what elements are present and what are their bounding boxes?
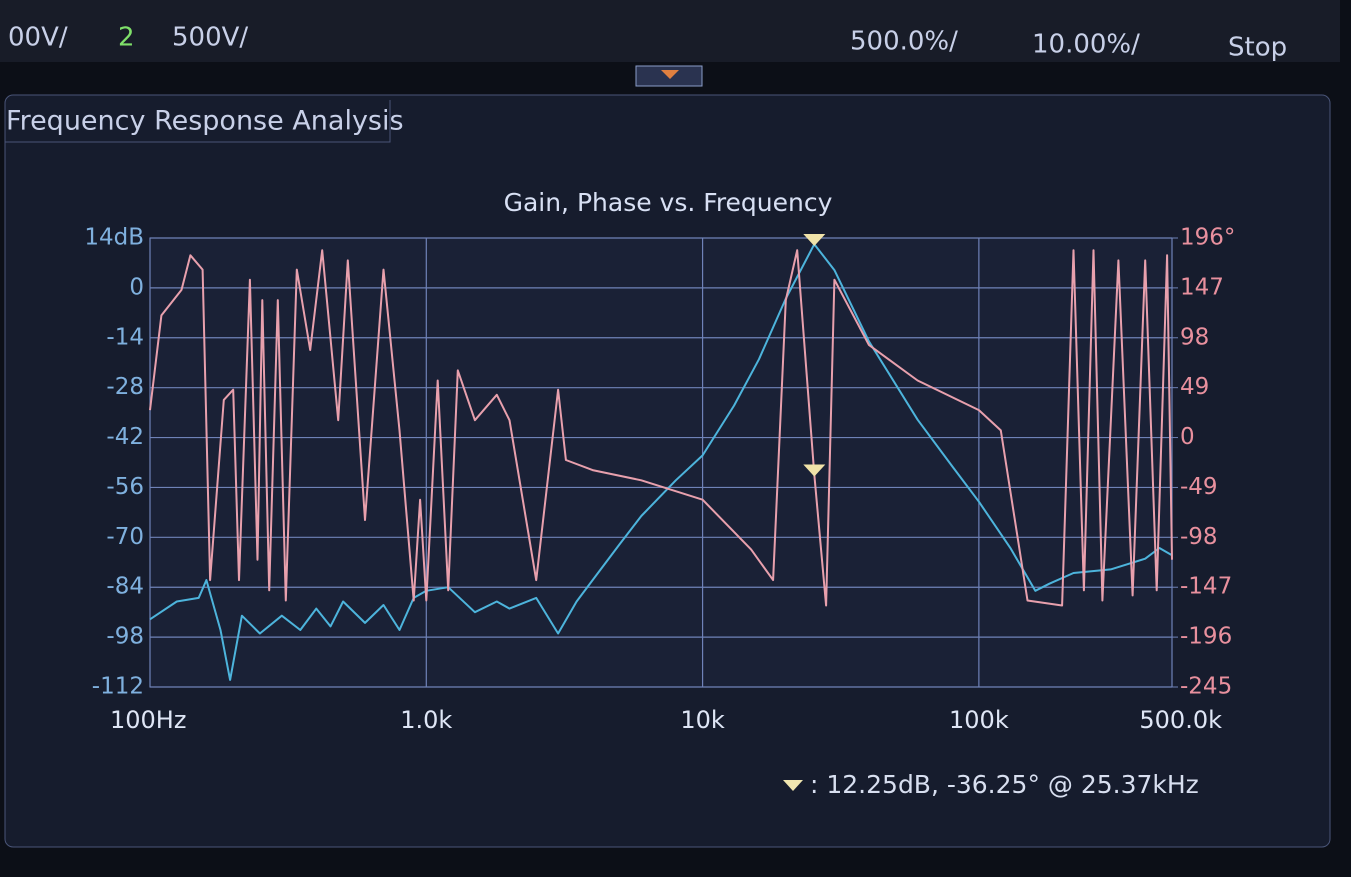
y2-tick-label: 98 bbox=[1180, 324, 1209, 350]
panel-title: Frequency Response Analysis bbox=[6, 106, 404, 137]
run-state: Stop bbox=[1228, 33, 1287, 63]
chart-title: Gain, Phase vs. Frequency bbox=[504, 188, 833, 217]
x-tick-label: 100Hz bbox=[110, 706, 186, 734]
y2-tick-label: 147 bbox=[1180, 274, 1224, 300]
delay: 10.00%/ bbox=[1032, 30, 1140, 60]
y-tick-label: -98 bbox=[106, 624, 144, 650]
x-tick-label: 100k bbox=[949, 706, 1009, 734]
y-tick-label: -56 bbox=[106, 474, 144, 500]
y2-tick-label: -196 bbox=[1180, 624, 1232, 650]
y-tick-label: -70 bbox=[106, 524, 144, 550]
y-tick-label: -28 bbox=[106, 374, 144, 400]
y2-tick-label: 196° bbox=[1180, 225, 1235, 251]
time-scale: 500.0%/ bbox=[850, 27, 958, 57]
y-tick-label: -112 bbox=[92, 674, 144, 700]
y2-tick-label: 49 bbox=[1180, 374, 1209, 400]
y-tick-label: -42 bbox=[106, 424, 144, 450]
screen: 00V/ 2 500V/ 500.0%/ 10.00%/ Stop Freque… bbox=[0, 0, 1351, 873]
x-tick-label: 10k bbox=[680, 706, 725, 734]
page: 00V/ 2 500V/ 500.0%/ 10.00%/ Stop Freque… bbox=[0, 0, 1351, 877]
y2-tick-label: -49 bbox=[1180, 474, 1218, 500]
ch2-scale: 500V/ bbox=[172, 23, 248, 53]
y2-tick-label: -98 bbox=[1180, 524, 1218, 550]
y-tick-label: -84 bbox=[106, 574, 144, 600]
y2-tick-label: -245 bbox=[1180, 674, 1232, 700]
y-tick-label: 14dB bbox=[84, 225, 144, 251]
y2-tick-label: -147 bbox=[1180, 574, 1232, 600]
x-tick-label: 500.0k bbox=[1139, 706, 1222, 734]
cursor-readout: : 12.25dB, -36.25° @ 25.37kHz bbox=[810, 770, 1199, 799]
ch2-number: 2 bbox=[118, 23, 135, 53]
y-tick-label: -14 bbox=[106, 324, 144, 350]
ch1-scale: 00V/ bbox=[8, 23, 68, 53]
y-tick-label: 0 bbox=[129, 274, 144, 300]
y2-tick-label: 0 bbox=[1180, 424, 1195, 450]
x-tick-label: 1.0k bbox=[400, 706, 452, 734]
